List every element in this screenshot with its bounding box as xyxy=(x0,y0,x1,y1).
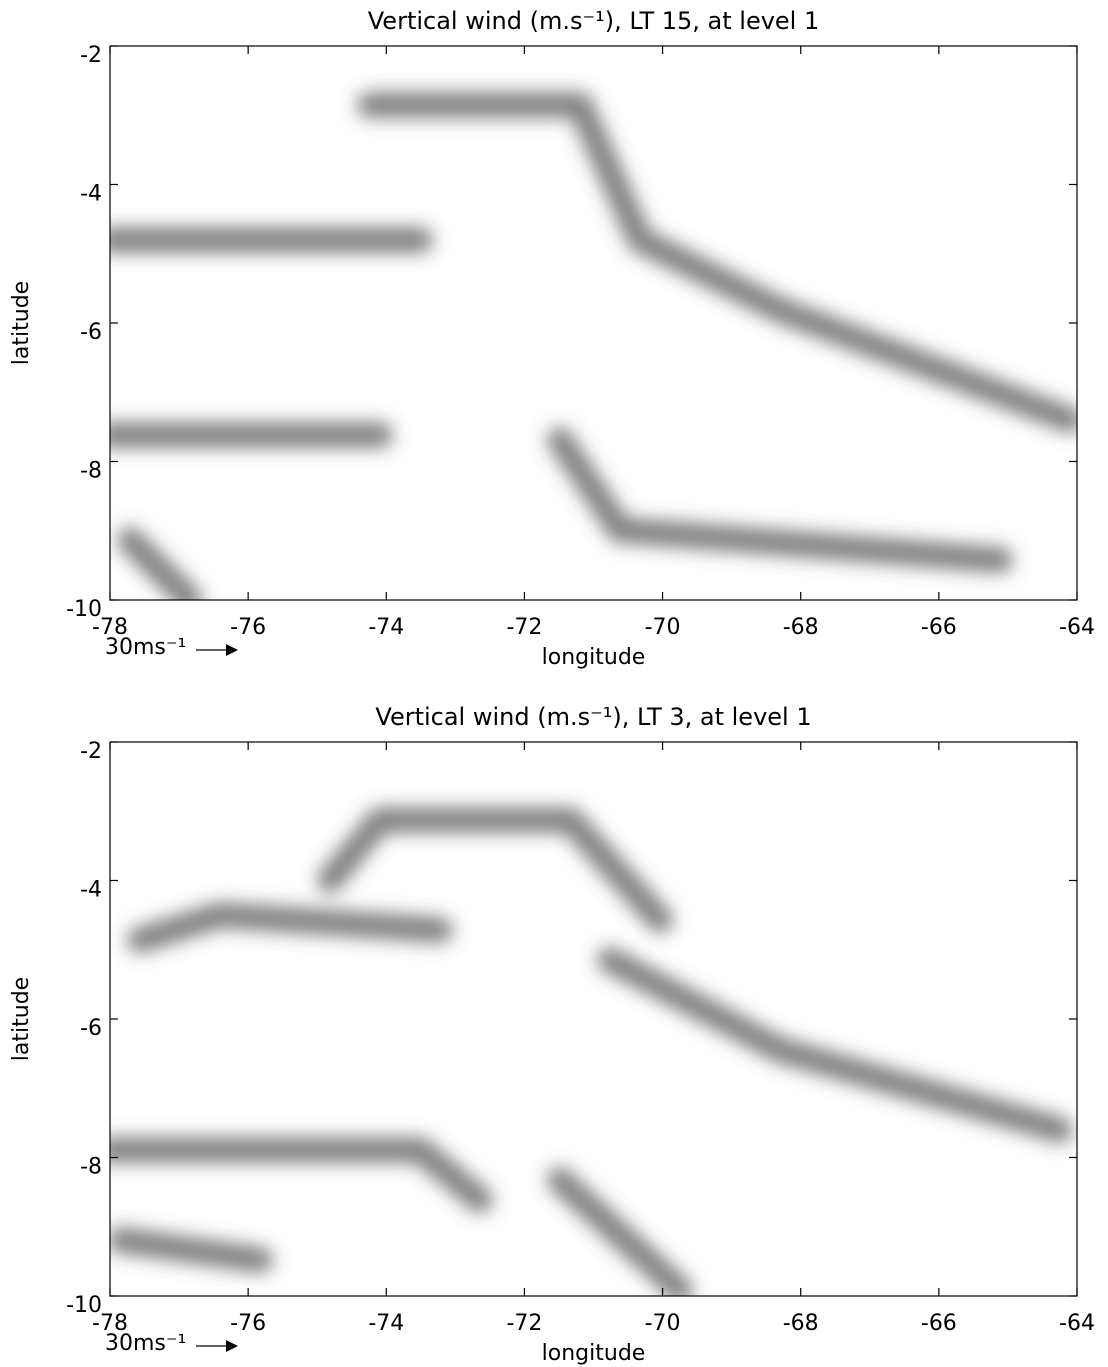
x-axis-label: longitude xyxy=(542,1341,646,1366)
y-tick-label: -4 xyxy=(80,182,102,207)
x-tick-label: -74 xyxy=(368,1311,404,1336)
x-tick-label: -66 xyxy=(921,1311,957,1336)
shading xyxy=(110,92,1077,600)
x-tick-label: -72 xyxy=(506,615,542,640)
x-tick-label: -68 xyxy=(783,1311,819,1336)
key-arrowhead xyxy=(226,1340,238,1352)
x-tick-label: -70 xyxy=(645,1311,681,1336)
y-tick-label: -2 xyxy=(80,739,102,764)
x-tick-label: -72 xyxy=(506,1311,542,1336)
x-axis-label: longitude xyxy=(542,645,646,670)
chart-title: Vertical wind (m.s⁻¹), LT 15, at level 1 xyxy=(368,7,820,35)
x-tick-label: -78 xyxy=(92,615,128,640)
x-tick-label: -66 xyxy=(921,615,957,640)
x-tick-label: -76 xyxy=(230,615,266,640)
y-axis-label: latitude xyxy=(9,977,34,1061)
y-tick-label: -6 xyxy=(80,320,102,345)
y-tick-label: -6 xyxy=(80,1016,102,1041)
chart-title: Vertical wind (m.s⁻¹), LT 3, at level 1 xyxy=(375,703,811,731)
y-tick-label: -10 xyxy=(66,597,102,622)
x-tick-label: -64 xyxy=(1059,615,1095,640)
x-tick-label: -64 xyxy=(1059,1311,1095,1336)
x-tick-label: -68 xyxy=(783,615,819,640)
y-tick-label: -8 xyxy=(80,1155,102,1180)
y-tick-label: -4 xyxy=(80,878,102,903)
key-label: 30ms⁻¹ xyxy=(105,1331,186,1356)
key-arrowhead xyxy=(226,644,238,656)
key-label: 30ms⁻¹ xyxy=(105,635,186,660)
y-axis-label: latitude xyxy=(9,281,34,365)
y-tick-label: -2 xyxy=(80,43,102,68)
shading xyxy=(110,807,1073,1296)
x-tick-label: -76 xyxy=(230,1311,266,1336)
y-tick-label: -8 xyxy=(80,459,102,484)
y-tick-label: -10 xyxy=(66,1293,102,1318)
x-tick-label: -74 xyxy=(368,615,404,640)
x-tick-label: -78 xyxy=(92,1311,128,1336)
x-tick-label: -70 xyxy=(645,615,681,640)
